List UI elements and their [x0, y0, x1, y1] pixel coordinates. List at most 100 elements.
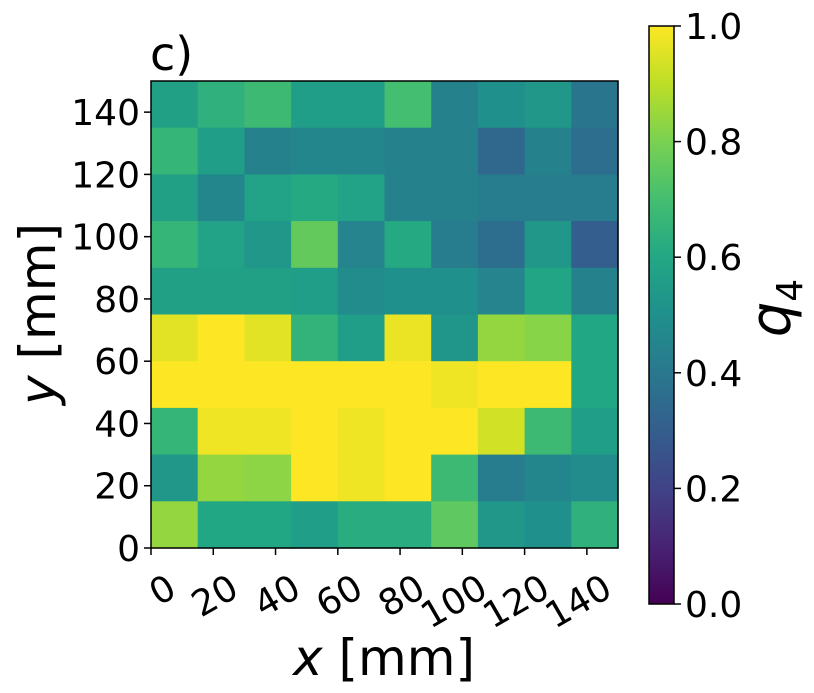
heatmap-cell — [477, 407, 526, 456]
heatmap-cell — [431, 454, 479, 502]
colorbar-tick-label: 0.6 — [685, 238, 742, 279]
heatmap-cell — [524, 174, 572, 222]
heatmap-cell — [571, 361, 619, 409]
heatmap-cell — [524, 81, 572, 129]
y-axis-label-unit: [mm] — [9, 223, 67, 375]
heatmap-cell — [431, 501, 479, 549]
heatmap-cell — [477, 221, 526, 269]
heatmap-cell — [244, 314, 292, 362]
heatmap-cell — [571, 501, 619, 549]
heatmap-cell — [337, 454, 386, 502]
heatmap-cell — [477, 174, 526, 222]
heatmap-cell — [197, 81, 245, 129]
heatmap-cell — [431, 314, 479, 362]
heatmap-cell — [477, 454, 526, 502]
heatmap-cell — [197, 267, 245, 316]
heatmap-cell — [477, 267, 526, 316]
heatmap-cell — [337, 361, 386, 409]
heatmap-cell — [151, 127, 199, 175]
heatmap-cell — [477, 501, 526, 549]
heatmap-cell — [524, 454, 572, 502]
heatmap-cell — [337, 267, 386, 316]
heatmap-cell — [431, 221, 479, 269]
y-tick-label: 20 — [94, 467, 140, 508]
y-tick-label: 100 — [71, 218, 140, 259]
y-axis-ticks: 0 20 40 60 80 100 120 140 — [71, 93, 151, 570]
heatmap-cell — [151, 267, 199, 316]
heatmap-cell — [337, 314, 386, 362]
x-tick-label: 40 — [247, 567, 307, 625]
heatmap-cell — [524, 501, 572, 549]
heatmap-cell — [291, 407, 339, 456]
heatmap-cell — [524, 407, 572, 456]
colorbar-ticks: 0.0 0.2 0.4 0.6 0.8 1.0 — [674, 7, 742, 626]
x-axis-label-var: x — [291, 629, 323, 687]
heatmap-cell — [197, 221, 245, 269]
heatmap-cell — [477, 127, 526, 175]
heatmap-cell — [244, 267, 292, 316]
heatmap-cell — [571, 81, 619, 129]
heatmap-cell — [337, 407, 386, 456]
y-tick-label: 140 — [71, 93, 140, 134]
heatmap-cell — [431, 81, 479, 129]
heatmap-cell — [384, 501, 432, 549]
heatmap-cell — [244, 501, 292, 549]
heatmap-cell — [291, 81, 339, 129]
heatmap-cell — [244, 407, 292, 456]
y-axis-label: y [mm] — [9, 223, 67, 407]
heatmap-cell — [384, 127, 432, 175]
heatmap-cell — [244, 454, 292, 502]
heatmap-cell — [291, 454, 339, 502]
heatmap-cell — [151, 454, 199, 502]
heatmap-cell — [197, 407, 245, 456]
heatmap-cell — [291, 314, 339, 362]
heatmap-cell — [431, 174, 479, 222]
heatmap-cell — [384, 221, 432, 269]
heatmap-cell — [244, 221, 292, 269]
heatmap-cell — [431, 267, 479, 316]
heatmap-cell — [291, 501, 339, 549]
plot-frame — [150, 80, 619, 549]
heatmap-cell — [384, 267, 432, 316]
heatmap-cell — [524, 361, 572, 409]
heatmap-cell — [384, 454, 432, 502]
colorbar-tick-label: 0.8 — [685, 123, 742, 164]
colorbar — [649, 26, 674, 604]
heatmap-cell — [477, 81, 526, 129]
heatmap-cell — [291, 127, 339, 175]
colorbar-tick-label: 0.2 — [685, 469, 742, 510]
x-axis-label: x [mm] — [291, 629, 475, 687]
heatmap-cell — [571, 127, 619, 175]
heatmap-cell — [151, 361, 199, 409]
y-tick-label: 40 — [94, 404, 140, 445]
colorbar-tick-label: 0.4 — [685, 354, 742, 395]
heatmap-cell — [151, 501, 199, 549]
heatmap-cell — [244, 361, 292, 409]
heatmap-cell — [291, 267, 339, 316]
heatmap-cell — [197, 454, 245, 502]
heatmap-cell — [384, 361, 432, 409]
heatmap-cell — [244, 127, 292, 175]
heatmap-cell — [571, 221, 619, 269]
heatmap-cell — [571, 314, 619, 362]
colorbar-frame — [648, 25, 675, 605]
heatmap-cell — [337, 127, 386, 175]
heatmap-cells — [151, 81, 619, 549]
y-tick-label: 0 — [117, 529, 140, 570]
heatmap-cell — [571, 267, 619, 316]
colorbar-tick-label: 0.0 — [685, 585, 742, 626]
heatmap-cell — [291, 174, 339, 222]
heatmap-cell — [384, 81, 432, 129]
heatmap-cell — [337, 221, 386, 269]
heatmap-cell — [431, 407, 479, 456]
colorbar-label: q4 — [739, 279, 811, 337]
heatmap-cell — [244, 81, 292, 129]
x-tick-label: 20 — [185, 567, 245, 625]
heatmap-cell — [337, 174, 386, 222]
heatmap-cell — [197, 127, 245, 175]
heatmap-cell — [197, 314, 245, 362]
x-tick-label: 60 — [310, 567, 370, 625]
heatmap-cell — [477, 314, 526, 362]
